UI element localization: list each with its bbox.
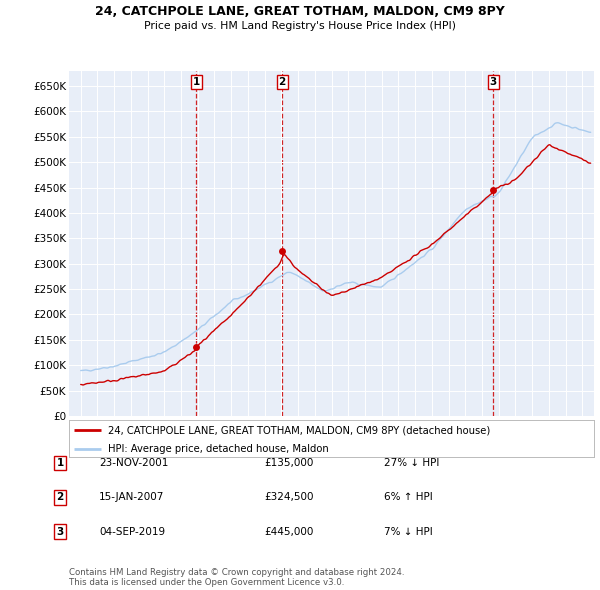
Text: 1: 1 (56, 458, 64, 468)
Text: 24, CATCHPOLE LANE, GREAT TOTHAM, MALDON, CM9 8PY (detached house): 24, CATCHPOLE LANE, GREAT TOTHAM, MALDON… (109, 425, 491, 435)
Text: 7% ↓ HPI: 7% ↓ HPI (384, 527, 433, 536)
Text: 3: 3 (56, 527, 64, 536)
Text: £135,000: £135,000 (264, 458, 313, 468)
Text: 6% ↑ HPI: 6% ↑ HPI (384, 493, 433, 502)
Text: 23-NOV-2001: 23-NOV-2001 (99, 458, 169, 468)
Text: 2: 2 (56, 493, 64, 502)
Text: £324,500: £324,500 (264, 493, 314, 502)
Text: 2: 2 (278, 77, 286, 87)
Text: £445,000: £445,000 (264, 527, 313, 536)
Text: 3: 3 (490, 77, 497, 87)
Text: 27% ↓ HPI: 27% ↓ HPI (384, 458, 439, 468)
Text: 15-JAN-2007: 15-JAN-2007 (99, 493, 164, 502)
Text: 1: 1 (193, 77, 200, 87)
Text: This data is licensed under the Open Government Licence v3.0.: This data is licensed under the Open Gov… (69, 578, 344, 587)
Text: Price paid vs. HM Land Registry's House Price Index (HPI): Price paid vs. HM Land Registry's House … (144, 21, 456, 31)
Text: Contains HM Land Registry data © Crown copyright and database right 2024.: Contains HM Land Registry data © Crown c… (69, 568, 404, 576)
Text: 04-SEP-2019: 04-SEP-2019 (99, 527, 165, 536)
Text: 24, CATCHPOLE LANE, GREAT TOTHAM, MALDON, CM9 8PY: 24, CATCHPOLE LANE, GREAT TOTHAM, MALDON… (95, 5, 505, 18)
Text: HPI: Average price, detached house, Maldon: HPI: Average price, detached house, Mald… (109, 444, 329, 454)
